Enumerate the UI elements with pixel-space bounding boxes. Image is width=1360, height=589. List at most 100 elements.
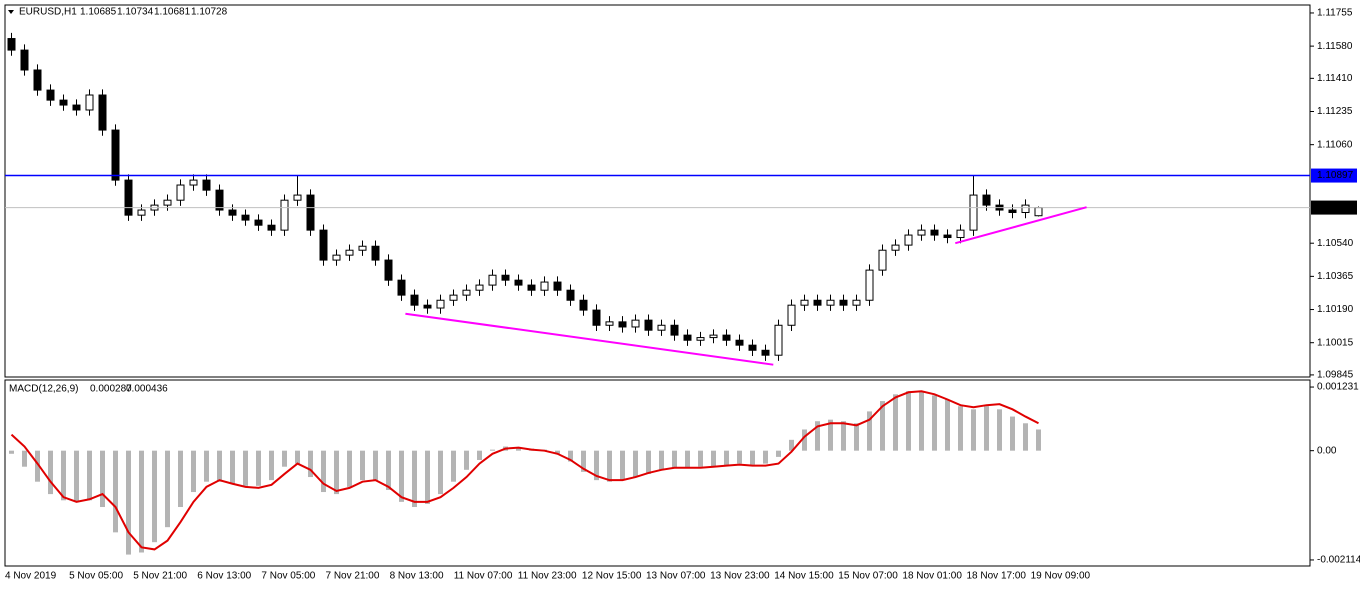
trendline bbox=[405, 312, 774, 366]
candle-body bbox=[527, 284, 536, 291]
candle-body bbox=[488, 274, 497, 286]
candle-body bbox=[904, 234, 913, 246]
candle-body bbox=[462, 289, 471, 296]
macd-bar bbox=[191, 450, 196, 493]
candle-body bbox=[657, 324, 666, 331]
macd-bar bbox=[152, 450, 157, 543]
candle-body bbox=[1008, 209, 1017, 214]
candle-body bbox=[930, 229, 939, 236]
candle-body bbox=[163, 199, 172, 206]
candle-body bbox=[969, 194, 978, 231]
low-label: 1.10681 bbox=[154, 7, 191, 18]
macd-bar bbox=[139, 450, 144, 553]
candle-body bbox=[7, 38, 16, 51]
macd-bar bbox=[789, 439, 794, 451]
macd-bar bbox=[412, 450, 417, 508]
macd-bar bbox=[425, 450, 430, 504]
candle-body bbox=[748, 344, 757, 351]
signal-line bbox=[10, 390, 1039, 551]
price-panel bbox=[4, 4, 1311, 378]
candle-body bbox=[176, 184, 185, 201]
macd-bar bbox=[698, 450, 703, 467]
macd-bar bbox=[1036, 429, 1041, 451]
macd-bar bbox=[919, 391, 924, 451]
macd-bar bbox=[659, 450, 664, 470]
x-tick-label: 11 Nov 23:00 bbox=[518, 571, 577, 582]
macd-title: MACD(12,26,9) bbox=[9, 384, 78, 395]
macd-bar bbox=[763, 450, 768, 464]
candle-body bbox=[280, 199, 289, 231]
candle-body bbox=[371, 245, 380, 261]
candle-body bbox=[410, 294, 419, 306]
candle-body bbox=[605, 321, 614, 326]
macd-bar bbox=[399, 450, 404, 502]
macd-bar bbox=[750, 450, 755, 465]
macd-bar bbox=[1010, 416, 1015, 451]
menu-arrow[interactable] bbox=[8, 10, 14, 14]
macd-bar bbox=[997, 409, 1002, 451]
candle-body bbox=[696, 337, 705, 341]
macd-bar bbox=[477, 450, 482, 460]
candle-body bbox=[956, 229, 965, 239]
macd-bar bbox=[815, 421, 820, 451]
candle-body bbox=[33, 69, 42, 91]
y-tick-label: 1.10015 bbox=[1317, 337, 1354, 348]
macd-bar bbox=[269, 450, 274, 481]
candle-body bbox=[1021, 204, 1030, 214]
macd-bar bbox=[321, 450, 326, 493]
candle-body bbox=[826, 299, 835, 306]
macd-bar bbox=[737, 450, 742, 464]
candle-body bbox=[813, 299, 822, 306]
macd-bar bbox=[1023, 423, 1028, 451]
candle-body bbox=[215, 189, 224, 211]
macd-bar bbox=[568, 450, 573, 462]
x-tick-label: 12 Nov 15:00 bbox=[582, 571, 642, 582]
macd-bar bbox=[672, 450, 677, 468]
macd-bar bbox=[243, 450, 248, 486]
macd-bar bbox=[971, 409, 976, 451]
macd-bar bbox=[308, 450, 313, 478]
candle-body bbox=[800, 299, 809, 306]
candle-body bbox=[839, 299, 848, 306]
macd-bar bbox=[48, 450, 53, 495]
y-tick-label: 0.00 bbox=[1317, 445, 1337, 456]
macd-bar bbox=[35, 450, 40, 482]
y-tick-label: 0.001231 bbox=[1317, 382, 1359, 393]
y-tick-label: 1.10365 bbox=[1317, 271, 1354, 282]
x-tick-label: 18 Nov 17:00 bbox=[967, 571, 1027, 582]
candle-body bbox=[943, 234, 952, 239]
macd-bar bbox=[854, 423, 859, 451]
candle-body bbox=[449, 294, 458, 301]
macd-bar bbox=[581, 450, 586, 472]
x-tick-label: 7 Nov 21:00 bbox=[326, 571, 380, 582]
candle-body bbox=[774, 324, 783, 356]
y-tick-label: 1.11410 bbox=[1317, 73, 1353, 84]
candle-body bbox=[72, 104, 81, 111]
x-tick-label: 13 Nov 07:00 bbox=[646, 571, 706, 582]
candle-body bbox=[722, 334, 731, 341]
trendline bbox=[955, 206, 1087, 245]
y-tick-label: 1.10190 bbox=[1317, 304, 1354, 315]
x-tick-label: 8 Nov 13:00 bbox=[390, 571, 444, 582]
macd-bar bbox=[893, 394, 898, 451]
price-label: 1.10728 bbox=[1317, 202, 1354, 213]
macd-bar bbox=[217, 450, 222, 482]
x-tick-label: 19 Nov 09:00 bbox=[1031, 571, 1091, 582]
x-tick-label: 11 Nov 07:00 bbox=[454, 571, 513, 582]
y-tick-label: 1.11580 bbox=[1317, 41, 1353, 52]
open-label: 1.10685 bbox=[80, 7, 117, 18]
candle-body bbox=[553, 281, 562, 291]
candle-body bbox=[358, 245, 367, 251]
macd-bar bbox=[490, 449, 495, 451]
x-tick-label: 5 Nov 05:00 bbox=[69, 571, 123, 582]
price-label: 1.10897 bbox=[1317, 170, 1354, 181]
macd-bar bbox=[126, 450, 131, 555]
candle-body bbox=[878, 249, 887, 271]
candle-body bbox=[397, 279, 406, 296]
macd-bar bbox=[204, 450, 209, 482]
macd-bar bbox=[828, 419, 833, 451]
macd-bar bbox=[61, 450, 66, 501]
macd-bar bbox=[685, 450, 690, 468]
macd-bar bbox=[165, 450, 170, 528]
candle-body bbox=[735, 339, 744, 346]
